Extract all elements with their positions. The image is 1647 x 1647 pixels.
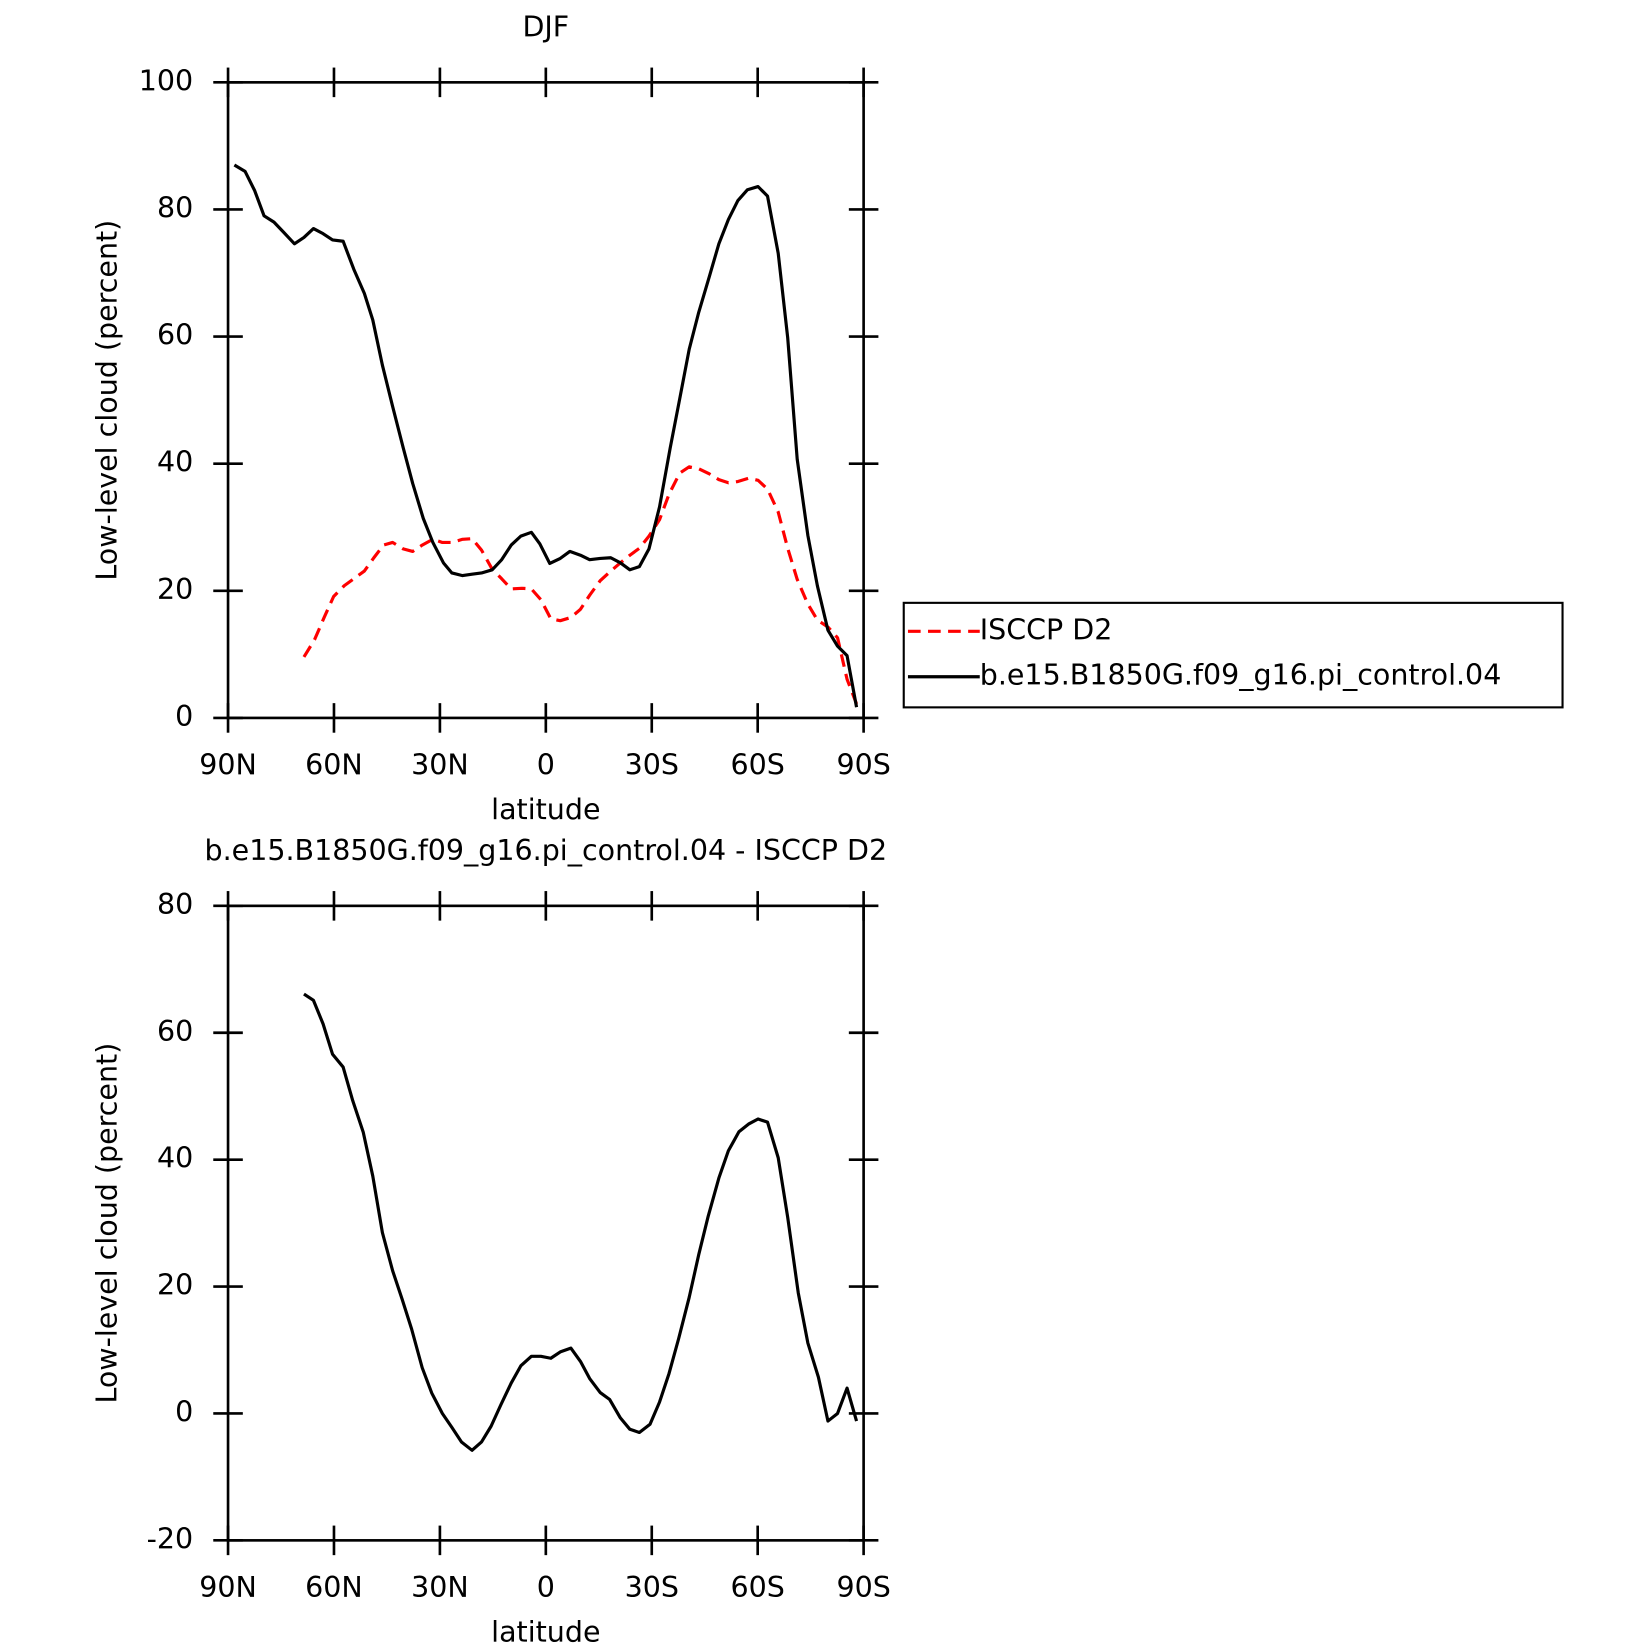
y-axis-label: Low-level cloud (percent) — [91, 1043, 124, 1404]
y-tick-label: 0 — [175, 1395, 193, 1428]
chart-title: b.e15.B1850G.f09_g16.pi_control.04 - ISC… — [205, 834, 888, 867]
x-tick-label: 30S — [625, 748, 679, 781]
y-tick-label: 60 — [157, 1015, 193, 1048]
x-axis-label: latitude — [491, 1615, 600, 1647]
plot-frame — [226, 904, 865, 1542]
chart-title: DJF — [522, 11, 569, 44]
data-line — [233, 163, 859, 708]
x-tick-label: 60S — [731, 1571, 785, 1604]
x-tick-label: 90S — [836, 1571, 890, 1604]
x-tick-label: 90N — [199, 1571, 257, 1604]
x-tick-label: 0 — [537, 1571, 555, 1604]
legend-box — [902, 601, 1564, 709]
x-tick-label: 90N — [199, 748, 257, 781]
data-line — [302, 465, 859, 705]
legend-label: ISCCP D2 — [980, 613, 1113, 646]
x-tick-label: 60N — [305, 1571, 363, 1604]
y-tick-label: 80 — [157, 191, 193, 224]
y-axis-label: Low-level cloud (percent) — [91, 220, 124, 581]
y-tick-label: 40 — [157, 446, 193, 479]
y-tick-label: 0 — [175, 700, 193, 733]
y-tick-label: 40 — [157, 1142, 193, 1175]
y-tick-label: -20 — [147, 1522, 194, 1555]
data-line — [303, 992, 859, 1452]
x-tick-label: 30N — [411, 1571, 469, 1604]
x-tick-label: 30S — [625, 1571, 679, 1604]
x-tick-label: 90S — [836, 748, 890, 781]
x-tick-label: 60S — [731, 748, 785, 781]
x-tick-label: 60N — [305, 748, 363, 781]
y-tick-label: 80 — [157, 888, 193, 921]
plot-frame — [226, 81, 865, 720]
y-tick-label: 60 — [157, 319, 193, 352]
x-axis-label: latitude — [491, 793, 600, 826]
y-tick-label: 20 — [157, 573, 193, 606]
x-tick-label: 0 — [537, 748, 555, 781]
y-tick-label: 100 — [139, 64, 193, 97]
legend-label: b.e15.B1850G.f09_g16.pi_control.04 — [980, 659, 1502, 692]
x-tick-label: 30N — [411, 748, 469, 781]
y-tick-label: 20 — [157, 1269, 193, 1302]
